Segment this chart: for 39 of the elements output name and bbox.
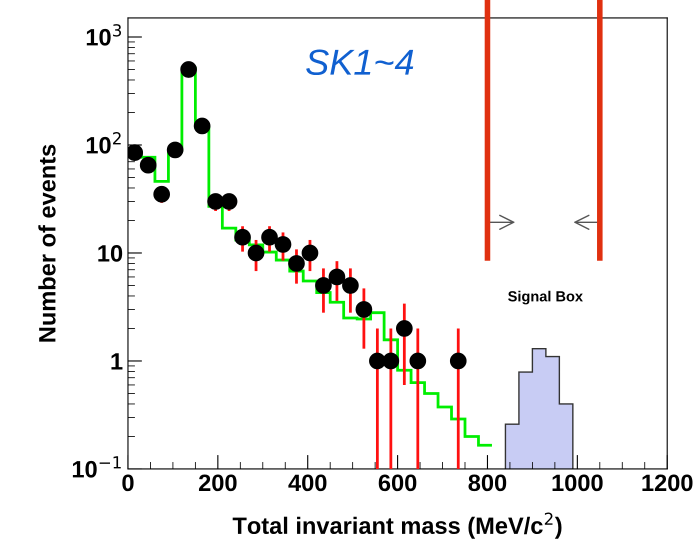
- point: [396, 320, 413, 337]
- x-tick-label: 1000: [552, 474, 603, 492]
- point: [234, 228, 251, 246]
- x-tick-label: 200: [198, 474, 237, 492]
- point: [207, 193, 224, 210]
- x-tick-label: 1200: [642, 474, 693, 492]
- point: [342, 277, 359, 294]
- x-tick-label: 600: [378, 474, 416, 492]
- point: [248, 244, 264, 262]
- point: [194, 118, 210, 134]
- y-axis-title: Number of events: [38, 144, 56, 342]
- point: [180, 61, 197, 78]
- point: [315, 277, 332, 294]
- point: [261, 228, 278, 246]
- point: [166, 142, 184, 158]
- annotation: Signal Box: [508, 290, 583, 304]
- y-tick-label: 10$^{3}$: [86, 24, 122, 46]
- y-tick-label: 10$^{2}$: [86, 132, 121, 154]
- point: [409, 352, 426, 370]
- point: [288, 255, 305, 272]
- point: [128, 144, 144, 161]
- point: [153, 186, 170, 203]
- x-tick-label: 800: [468, 474, 506, 492]
- point: [328, 268, 346, 286]
- x-tick-label: 0: [122, 474, 134, 492]
- annotation: SK1~4: [306, 49, 414, 76]
- point: [450, 352, 467, 370]
- x-axis-title: Total invariant mass (MeV/c$^{2}$): [232, 512, 562, 539]
- point: [356, 301, 372, 318]
- point: [302, 244, 318, 262]
- point: [274, 236, 292, 253]
- y-tick-label: 10: [98, 245, 122, 262]
- x-tick-label: 400: [288, 474, 326, 492]
- point: [140, 156, 157, 174]
- y-tick-label: 1: [111, 353, 122, 370]
- point: [369, 352, 386, 370]
- point: [220, 193, 238, 210]
- y-tick-label: 10$^{−1}$: [72, 456, 121, 478]
- point: [382, 352, 400, 370]
